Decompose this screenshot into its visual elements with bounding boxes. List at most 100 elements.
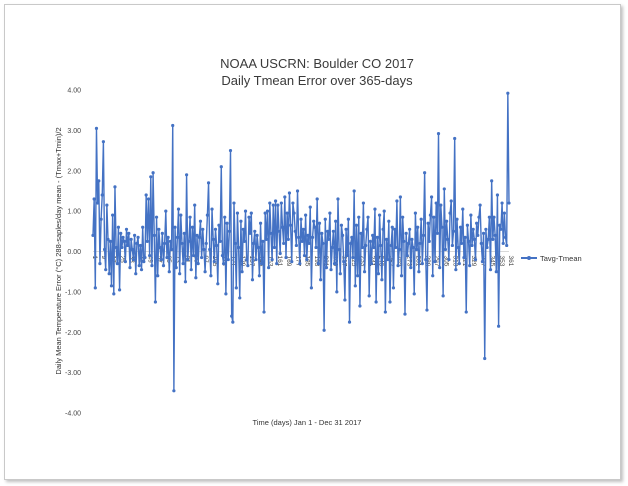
x-category-label: 353 <box>498 256 505 267</box>
data-point <box>295 189 300 193</box>
data-point <box>160 231 164 235</box>
data-point <box>359 231 363 235</box>
data-point <box>151 171 155 175</box>
data-point <box>325 229 330 233</box>
data-point <box>206 181 211 185</box>
y-tick-label: 1.00 <box>67 209 81 216</box>
data-point <box>243 209 248 213</box>
y-tick-label: 4.00 <box>67 88 81 95</box>
data-point <box>350 235 354 239</box>
data-point <box>383 310 387 314</box>
data-point <box>399 274 404 278</box>
data-point <box>368 239 372 244</box>
data-point <box>234 286 238 290</box>
data-point <box>305 257 309 262</box>
data-point <box>413 211 417 215</box>
data-point <box>286 237 290 241</box>
data-point <box>411 245 415 250</box>
data-point <box>219 165 223 169</box>
data-point <box>406 241 411 246</box>
data-point <box>257 274 261 278</box>
data-point <box>466 239 471 244</box>
data-point <box>317 221 322 225</box>
data-point <box>198 219 203 223</box>
data-point <box>135 241 139 246</box>
data-point <box>194 276 198 280</box>
data-point <box>99 217 103 221</box>
data-point <box>220 253 225 258</box>
data-point <box>205 213 209 217</box>
data-point <box>454 268 458 272</box>
data-point <box>449 199 453 203</box>
x-category-label: 265 <box>396 256 403 267</box>
data-point <box>405 253 409 258</box>
data-point <box>387 219 391 223</box>
data-point <box>290 259 294 264</box>
x-category-label: 193 <box>313 256 320 267</box>
data-point <box>352 189 356 193</box>
x-category-label: 169 <box>285 256 292 267</box>
data-point <box>115 262 119 266</box>
data-point <box>282 241 286 246</box>
data-point <box>92 197 96 201</box>
data-point <box>262 310 266 314</box>
data-point <box>241 227 245 231</box>
data-point <box>212 259 216 264</box>
data-point <box>273 199 278 203</box>
data-point <box>138 243 142 248</box>
data-point <box>397 247 401 252</box>
data-point <box>377 213 382 217</box>
data-point <box>314 245 318 250</box>
data-point <box>111 213 115 217</box>
data-point <box>250 278 255 282</box>
data-point <box>375 235 379 239</box>
x-category-label: 145 <box>257 256 264 267</box>
data-point <box>165 255 169 260</box>
data-point <box>176 207 181 211</box>
data-point <box>465 223 469 227</box>
data-point <box>409 266 413 270</box>
data-point <box>208 247 212 252</box>
data-point <box>443 247 448 252</box>
data-point <box>483 356 487 361</box>
data-point <box>401 215 405 219</box>
data-point <box>145 239 149 244</box>
data-point <box>492 215 496 219</box>
data-point <box>506 91 510 95</box>
data-point <box>391 286 396 290</box>
data-point <box>446 237 450 241</box>
data-point <box>442 187 446 191</box>
data-point <box>249 211 253 215</box>
data-point <box>104 268 108 272</box>
data-point <box>331 229 335 233</box>
data-point <box>487 215 491 219</box>
data-point <box>315 197 319 201</box>
data-point <box>216 282 220 286</box>
data-point <box>435 231 439 235</box>
data-point <box>310 235 315 239</box>
data-point <box>276 203 280 207</box>
data-point <box>390 225 394 229</box>
data-point <box>242 239 246 244</box>
data-point <box>365 227 369 231</box>
data-point <box>473 257 478 262</box>
data-point <box>174 266 178 270</box>
data-point <box>456 245 460 250</box>
data-point <box>505 243 509 248</box>
x-category-label: 329 <box>470 256 477 267</box>
data-point <box>187 239 191 244</box>
data-point <box>420 262 424 266</box>
data-point <box>267 266 271 270</box>
data-point <box>149 175 153 179</box>
data-point <box>255 233 259 237</box>
data-point <box>204 241 208 246</box>
data-point <box>190 225 194 229</box>
data-point <box>463 235 467 239</box>
chart-subtitle: Daily Tmean Error over 365-days <box>221 73 413 88</box>
data-point <box>264 237 268 241</box>
data-point <box>141 225 145 229</box>
data-point <box>292 211 296 215</box>
y-tick-label: -1.00 <box>65 289 81 296</box>
data-point <box>372 245 376 250</box>
data-point <box>209 274 213 278</box>
